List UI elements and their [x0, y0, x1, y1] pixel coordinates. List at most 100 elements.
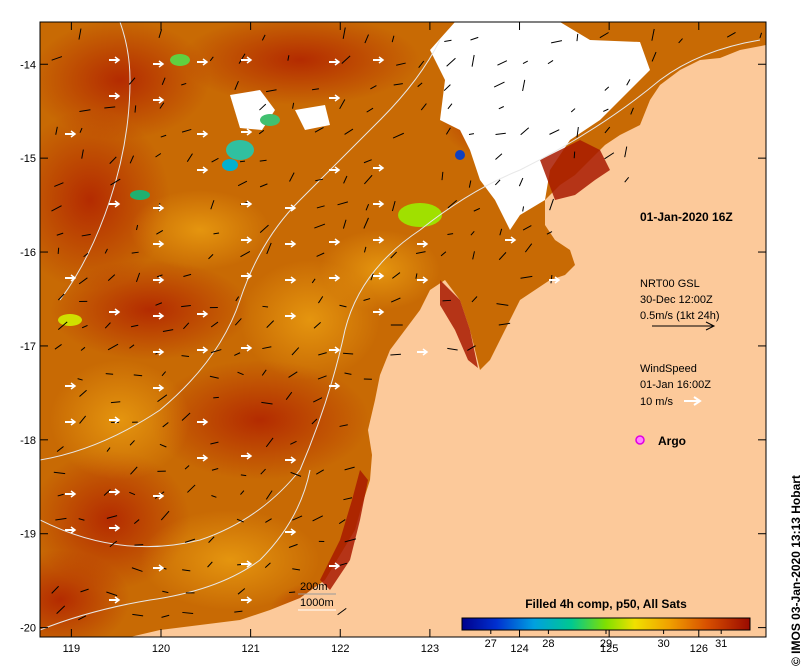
- current-arrow: [51, 205, 62, 212]
- current-arrow: [107, 343, 119, 351]
- colorbar-tick-label: 31: [715, 638, 727, 650]
- current-arrow: [468, 180, 472, 188]
- x-tick-label: 124: [510, 643, 528, 655]
- current-arrow: [234, 610, 243, 613]
- current-arrow: [210, 200, 215, 210]
- current-arrow: [134, 105, 137, 113]
- current-arrow: [292, 102, 295, 109]
- current-arrow: [364, 34, 369, 44]
- current-arrow: [391, 35, 395, 43]
- wind-arrowhead: [422, 276, 429, 284]
- current-arrow: [78, 28, 82, 40]
- current-arrow: [626, 79, 631, 86]
- current-arrow: [551, 40, 563, 44]
- wind-arrowhead: [114, 416, 121, 424]
- current-arrow: [522, 79, 526, 92]
- current-arrow: [392, 132, 404, 139]
- current-arrow: [106, 515, 118, 519]
- current-arrow: [471, 54, 475, 67]
- current-arrow: [363, 298, 371, 301]
- current-arrow: [522, 225, 532, 231]
- current-arrow: [290, 471, 302, 477]
- current-arrow: [54, 182, 64, 187]
- current-arrow: [56, 232, 64, 236]
- current-arrow: [446, 57, 456, 67]
- current-arrow: [651, 51, 657, 62]
- current-arrow: [604, 86, 610, 91]
- current-arrow: [156, 229, 164, 235]
- current-arrow: [312, 515, 324, 522]
- current-arrow: [159, 443, 167, 448]
- current-arrow: [599, 32, 609, 39]
- current-arrow: [106, 591, 118, 597]
- current-arrow: [311, 278, 316, 284]
- wind-arrowhead: [334, 346, 341, 354]
- depth-contour-200-label: 200m: [300, 581, 328, 593]
- current-legend-time: 30-Dec 12:00Z: [640, 294, 713, 306]
- current-legend-title: NRT00 GSL: [640, 278, 700, 290]
- colorbar: Filled 4h comp, p50, All Sats 27 28 29 30 31: [461, 597, 751, 650]
- wind-arrowhead: [202, 130, 209, 138]
- current-arrow: [160, 510, 170, 521]
- current-arrow: [211, 157, 219, 163]
- current-arrow: [79, 109, 91, 112]
- current-arrow: [234, 318, 242, 326]
- current-arrow: [237, 180, 248, 187]
- y-axis: -14 -15 -16 -17 -18 -19 -20: [20, 59, 766, 635]
- current-arrow: [186, 153, 193, 162]
- current-arrow: [109, 540, 118, 548]
- wind-legend-arrowhead: [693, 396, 702, 406]
- current-arrow: [288, 543, 298, 548]
- current-arrow: [240, 474, 247, 477]
- current-arrow: [262, 346, 272, 350]
- current-arrow: [498, 106, 504, 110]
- wind-arrowhead: [246, 128, 253, 136]
- current-arrow: [344, 128, 354, 135]
- current-arrow: [624, 146, 628, 158]
- wind-arrowhead: [554, 276, 561, 284]
- current-arrow: [104, 322, 111, 329]
- current-arrow: [104, 106, 116, 109]
- wind-arrowhead: [422, 240, 429, 248]
- x-tick-label: 122: [331, 643, 349, 655]
- plot-frame: [39, 21, 767, 638]
- coastal-fringe: [320, 140, 610, 590]
- current-arrow: [261, 369, 267, 376]
- current-arrow: [549, 198, 554, 211]
- wind-arrowhead: [158, 276, 165, 284]
- wind-arrowhead: [114, 308, 121, 316]
- current-arrow: [79, 389, 87, 397]
- current-arrow: [498, 252, 507, 261]
- current-arrow: [53, 471, 66, 475]
- current-arrow: [55, 517, 67, 521]
- current-arrow: [129, 155, 135, 164]
- current-arrow: [130, 466, 138, 475]
- x-tick-label: 123: [421, 643, 439, 655]
- current-arrow: [266, 242, 272, 255]
- current-arrow: [133, 519, 140, 525]
- y-tick-label: -20: [20, 623, 36, 635]
- current-arrow: [342, 219, 347, 229]
- current-arrow: [315, 178, 324, 182]
- y-tick-label: -16: [20, 247, 36, 259]
- current-arrow: [80, 346, 86, 351]
- argo-label: Argo: [658, 434, 686, 448]
- current-arrow: [136, 224, 139, 231]
- current-arrow: [181, 412, 191, 421]
- wind-arrowhead: [158, 312, 165, 320]
- current-arrow: [341, 55, 351, 64]
- current-arrow: [57, 321, 68, 330]
- current-arrow: [343, 352, 354, 355]
- current-arrow: [160, 134, 167, 138]
- current-arrow: [365, 204, 370, 211]
- current-arrow: [390, 353, 401, 356]
- depth-legend: 200m 1000m: [298, 581, 336, 611]
- x-axis: 119 120 121 122 123 124 125 126: [63, 22, 708, 655]
- current-arrow: [391, 201, 396, 212]
- x-tick-label: 126: [690, 643, 708, 655]
- current-arrow: [161, 371, 167, 377]
- current-arrow: [288, 371, 298, 378]
- wind-arrowhead: [114, 524, 121, 532]
- wind-arrowhead: [158, 564, 165, 572]
